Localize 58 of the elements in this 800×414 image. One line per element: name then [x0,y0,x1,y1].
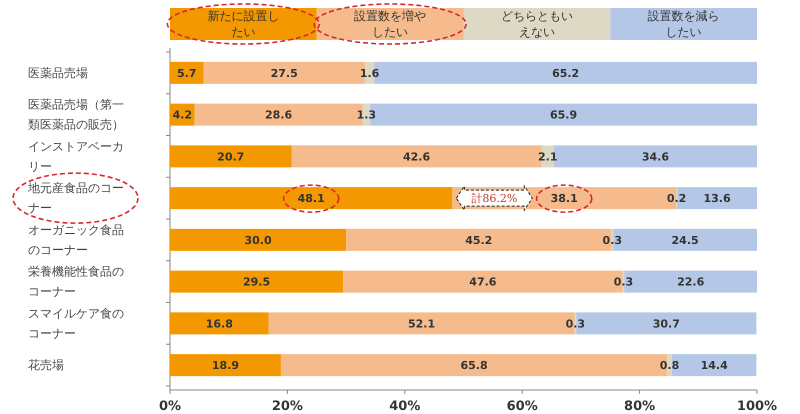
data-label: 18.9 [212,359,240,372]
data-label: 14.4 [700,359,728,372]
bar [170,354,281,376]
data-label: 24.5 [672,234,699,247]
data-label: 52.1 [408,317,436,330]
x-tick-label: 60% [506,399,538,414]
data-label: 13.6 [704,192,731,206]
data-label: 1.3 [356,108,376,122]
data-label: 16.8 [206,317,233,330]
data-label: 2.1 [538,150,558,164]
data-label: 0.8 [660,359,680,372]
x-tick-label: 80% [624,399,656,414]
series-label: 設置数を増やしたい [354,9,426,39]
x-tick-label: 40% [389,399,420,414]
annotation: 計86.2% [471,192,518,206]
data-label: 1.6 [360,66,380,80]
data-label: 65.9 [550,108,578,122]
x-tick-label: 100% [736,399,778,414]
data-label: 22.6 [677,276,705,289]
data-label: 20.7 [217,150,244,164]
data-label: 47.6 [469,276,497,289]
data-label: 42.6 [402,150,430,164]
bar [170,62,204,84]
bar [170,145,292,168]
data-label: 4.2 [172,108,192,122]
data-label: 45.2 [465,234,492,247]
data-label: 0.3 [566,317,586,330]
y-tick-label: オーガニック食品のコーナー [28,222,124,257]
y-tick-label: 地元産食品のコーナー [27,181,124,216]
data-label: 0.3 [602,234,622,247]
y-tick-label: 医薬品売場（第一類医薬品の販売） [28,98,124,132]
data-label: 30.7 [652,317,680,330]
series-label: 新たに設置したい [207,9,280,39]
data-label: 0.2 [666,192,686,206]
y-tick-label: 花売場 [28,358,64,372]
series-label: 設置数を減らしたい [648,9,720,39]
x-tick-label: 0% [158,399,182,414]
data-label: 65.2 [552,66,580,80]
data-label: 48.1 [298,192,325,206]
bar [170,270,344,293]
data-label: 30.0 [244,234,272,247]
bar [170,312,269,334]
data-label: 38.1 [550,192,578,206]
y-tick-label: 医薬品売場 [28,66,88,80]
bar [170,187,452,210]
y-tick-label: スマイルケア食のコーナー [28,306,124,340]
y-tick-label: インストアベーカリー [28,139,124,174]
data-label: 27.5 [270,66,298,80]
data-label: 34.6 [642,150,670,164]
data-label: 0.3 [614,276,634,289]
bar [170,228,346,251]
data-label: 28.6 [265,108,293,122]
text: どちらともいえない [500,9,573,39]
data-label: 65.8 [460,359,488,372]
x-tick-label: 20% [272,399,303,414]
data-label: 29.5 [243,276,270,289]
y-tick-label: 栄養機能性食品のコーナー [28,264,124,299]
data-label: 5.7 [176,66,196,80]
